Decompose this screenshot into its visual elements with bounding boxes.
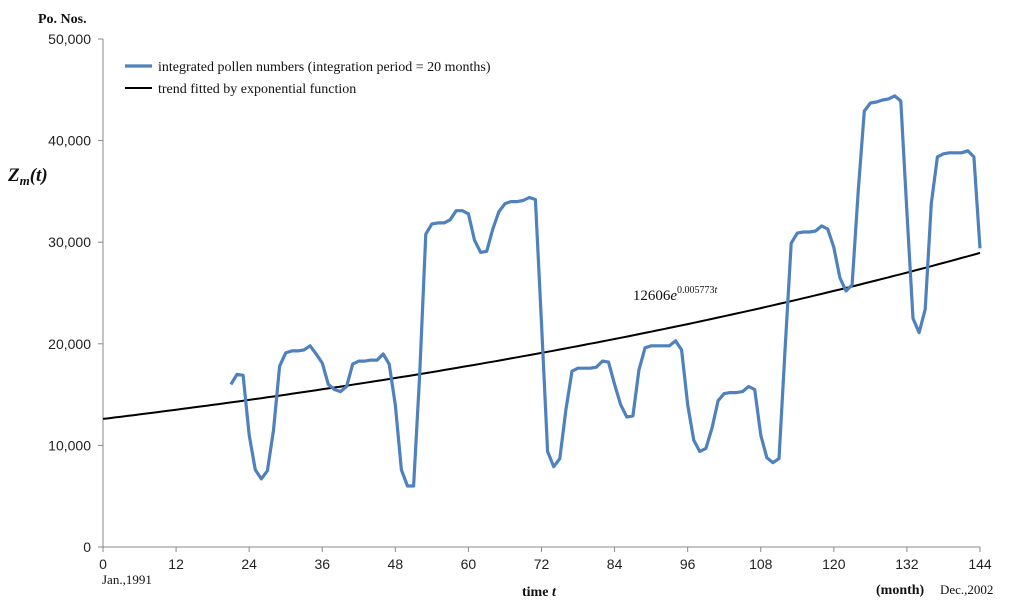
x-ticks: 0 12 24 36 48 60 72 84 96 108 120 132 144 [99, 547, 992, 572]
legend: integrated pollen numbers (integration p… [125, 60, 491, 97]
x-axis-label-text: time [522, 585, 552, 600]
annotation-e: e [670, 288, 677, 304]
x-start-label: Jan.,1991 [102, 572, 152, 587]
x-axis-label-var: t [552, 585, 557, 600]
x-tick-label: 60 [461, 556, 477, 572]
x-tick-label: 48 [388, 556, 404, 572]
y-axis-side-label-sub: m [20, 173, 30, 188]
trend-equation-annotation: 12606e0.005773t [633, 285, 718, 304]
x-tick-label: 24 [241, 556, 257, 572]
x-end-label: Dec.,2002 [940, 582, 993, 597]
y-tick-label: 50,000 [48, 31, 91, 47]
x-tick-label: 132 [895, 556, 919, 572]
y-tick-label: 10,000 [48, 437, 91, 453]
x-tick-label: 96 [680, 556, 696, 572]
y-ticks: 0 10,000 20,000 30,000 40,000 50,000 [48, 31, 103, 555]
x-tick-label: 120 [822, 556, 846, 572]
y-tick-label: 20,000 [48, 336, 91, 352]
y-axis-side-label-arg: (t) [30, 165, 48, 186]
x-tick-label: 12 [168, 556, 184, 572]
x-tick-label: 84 [607, 556, 623, 572]
x-axis-unit-label: (month) [876, 583, 925, 598]
x-tick-label: 72 [534, 556, 550, 572]
legend-label-pollen: integrated pollen numbers (integration p… [158, 60, 491, 75]
x-tick-label: 0 [99, 556, 107, 572]
x-tick-label: 108 [749, 556, 773, 572]
y-axis-top-label: Po. Nos. [38, 12, 87, 27]
annotation-base: 12606 [633, 288, 671, 304]
annotation-exponent: 0.005773 [677, 285, 715, 296]
y-axis-side-label: Zm(t) [7, 165, 48, 188]
x-axis-label: time t [522, 585, 557, 600]
legend-label-trend: trend fitted by exponential function [158, 82, 356, 97]
pollen-series-line [229, 94, 982, 488]
x-tick-label: 144 [968, 556, 992, 572]
x-tick-label: 36 [314, 556, 330, 572]
annotation-exponent-var: t [715, 285, 718, 296]
y-tick-label: 30,000 [48, 234, 91, 250]
y-axis-side-label-main: Z [7, 165, 20, 186]
y-tick-label: 40,000 [48, 133, 91, 149]
y-tick-label: 0 [83, 539, 91, 555]
